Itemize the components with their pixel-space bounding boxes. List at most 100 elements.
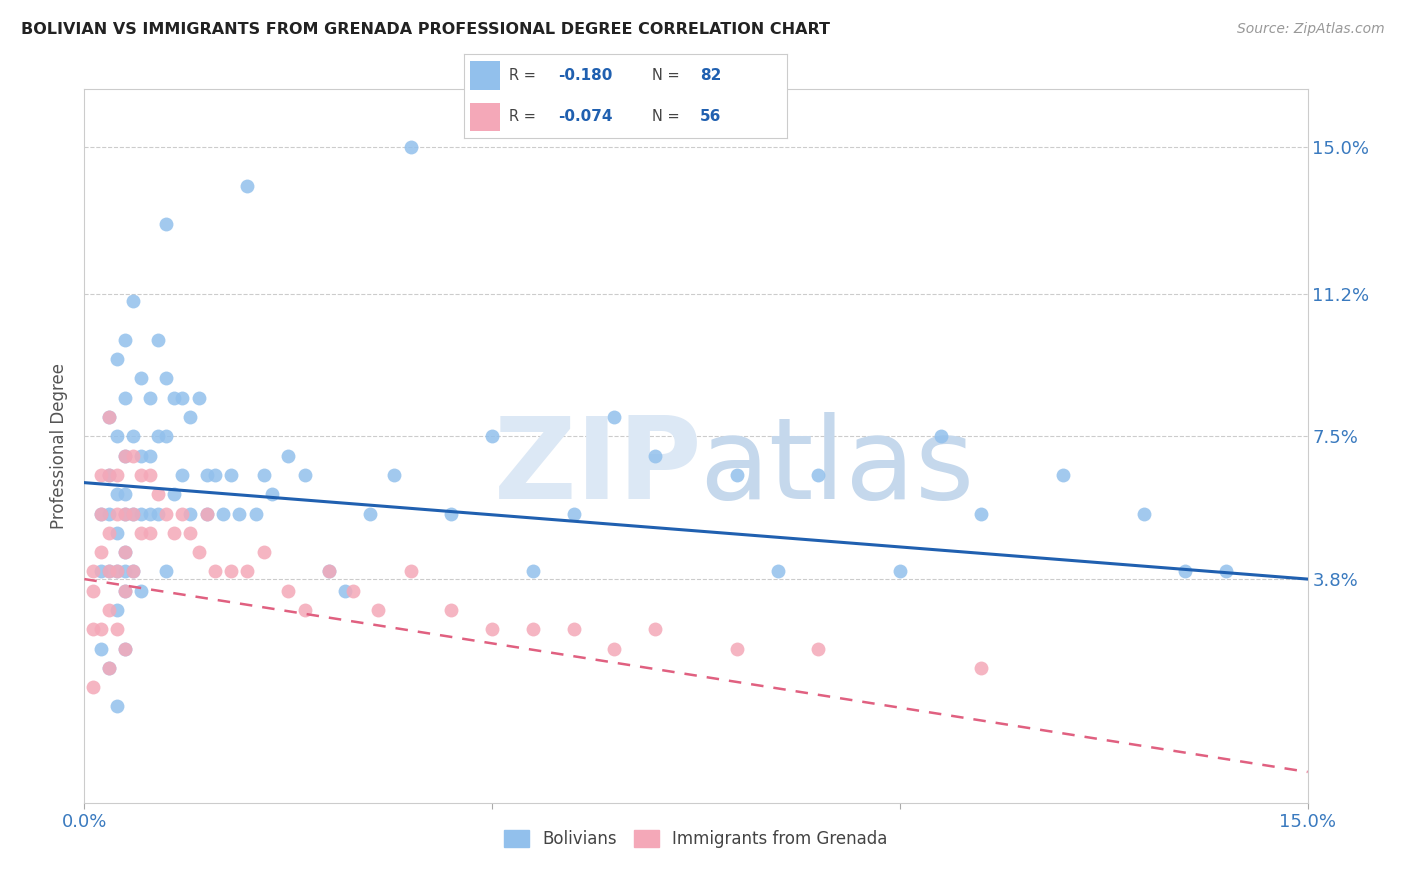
Point xyxy=(172,391,194,405)
Point xyxy=(105,565,128,579)
Point xyxy=(114,487,136,501)
Point xyxy=(90,565,112,579)
Point xyxy=(138,525,160,540)
Point xyxy=(179,410,201,425)
Point xyxy=(138,391,160,405)
Point xyxy=(114,391,136,405)
Point xyxy=(97,410,120,425)
Text: BOLIVIAN VS IMMIGRANTS FROM GRENADA PROFESSIONAL DEGREE CORRELATION CHART: BOLIVIAN VS IMMIGRANTS FROM GRENADA PROF… xyxy=(21,22,830,37)
Point xyxy=(131,507,153,521)
Text: atlas: atlas xyxy=(699,412,974,523)
Point xyxy=(253,545,276,559)
Text: R =: R = xyxy=(509,68,536,83)
Point xyxy=(481,429,503,443)
Point xyxy=(114,507,136,521)
Text: 82: 82 xyxy=(700,68,721,83)
Point xyxy=(138,467,160,482)
Point xyxy=(90,622,112,636)
Text: N =: N = xyxy=(651,109,679,124)
Point xyxy=(82,583,104,598)
Point xyxy=(105,622,128,636)
Point xyxy=(440,603,463,617)
Point xyxy=(146,487,169,501)
Point xyxy=(122,565,145,579)
Point xyxy=(562,507,585,521)
Point xyxy=(236,178,259,193)
Point xyxy=(105,525,128,540)
Point xyxy=(644,622,666,636)
Point xyxy=(195,507,218,521)
Point xyxy=(138,449,160,463)
Point xyxy=(122,507,145,521)
Point xyxy=(90,507,112,521)
Text: 56: 56 xyxy=(700,109,721,124)
Point xyxy=(97,507,120,521)
Point xyxy=(105,565,128,579)
Point xyxy=(163,525,186,540)
Point xyxy=(163,391,186,405)
Point xyxy=(114,545,136,559)
Point xyxy=(146,333,169,347)
Point xyxy=(179,525,201,540)
Point xyxy=(105,487,128,501)
Point xyxy=(105,603,128,617)
Point xyxy=(603,641,626,656)
Point xyxy=(97,467,120,482)
Point xyxy=(146,507,169,521)
Point xyxy=(82,622,104,636)
Point xyxy=(253,467,276,482)
Point xyxy=(114,449,136,463)
Point xyxy=(122,565,145,579)
Point xyxy=(318,565,340,579)
Point xyxy=(603,410,626,425)
Point xyxy=(155,565,177,579)
Point xyxy=(219,467,242,482)
Point xyxy=(399,565,422,579)
Point xyxy=(122,429,145,443)
Point xyxy=(114,333,136,347)
Point xyxy=(1174,565,1197,579)
Point xyxy=(97,661,120,675)
Point xyxy=(155,371,177,385)
Point xyxy=(131,525,153,540)
Point xyxy=(105,699,128,714)
Point xyxy=(236,565,259,579)
Point xyxy=(644,449,666,463)
Point xyxy=(114,565,136,579)
Point xyxy=(97,603,120,617)
Point xyxy=(97,525,120,540)
Point xyxy=(114,449,136,463)
Text: -0.074: -0.074 xyxy=(558,109,612,124)
Point xyxy=(522,622,544,636)
Point xyxy=(562,622,585,636)
Point xyxy=(1052,467,1074,482)
Point xyxy=(187,545,209,559)
Point xyxy=(187,391,209,405)
Point xyxy=(335,583,357,598)
Point xyxy=(318,565,340,579)
Point xyxy=(294,603,316,617)
Point xyxy=(131,467,153,482)
Point xyxy=(97,467,120,482)
Y-axis label: Professional Degree: Professional Degree xyxy=(51,363,69,529)
Legend: Bolivians, Immigrants from Grenada: Bolivians, Immigrants from Grenada xyxy=(498,823,894,855)
Point xyxy=(163,487,186,501)
Point xyxy=(228,507,250,521)
Point xyxy=(1133,507,1156,521)
Point xyxy=(105,429,128,443)
Point xyxy=(105,352,128,367)
Point xyxy=(889,565,911,579)
Point xyxy=(970,661,993,675)
Point xyxy=(114,545,136,559)
Point xyxy=(195,507,218,521)
Point xyxy=(522,565,544,579)
Point xyxy=(97,410,120,425)
Point xyxy=(481,622,503,636)
Point xyxy=(97,565,120,579)
Point xyxy=(122,294,145,309)
Point xyxy=(766,565,789,579)
Point xyxy=(155,429,177,443)
Point xyxy=(342,583,364,598)
Point xyxy=(97,565,120,579)
Point xyxy=(172,467,194,482)
